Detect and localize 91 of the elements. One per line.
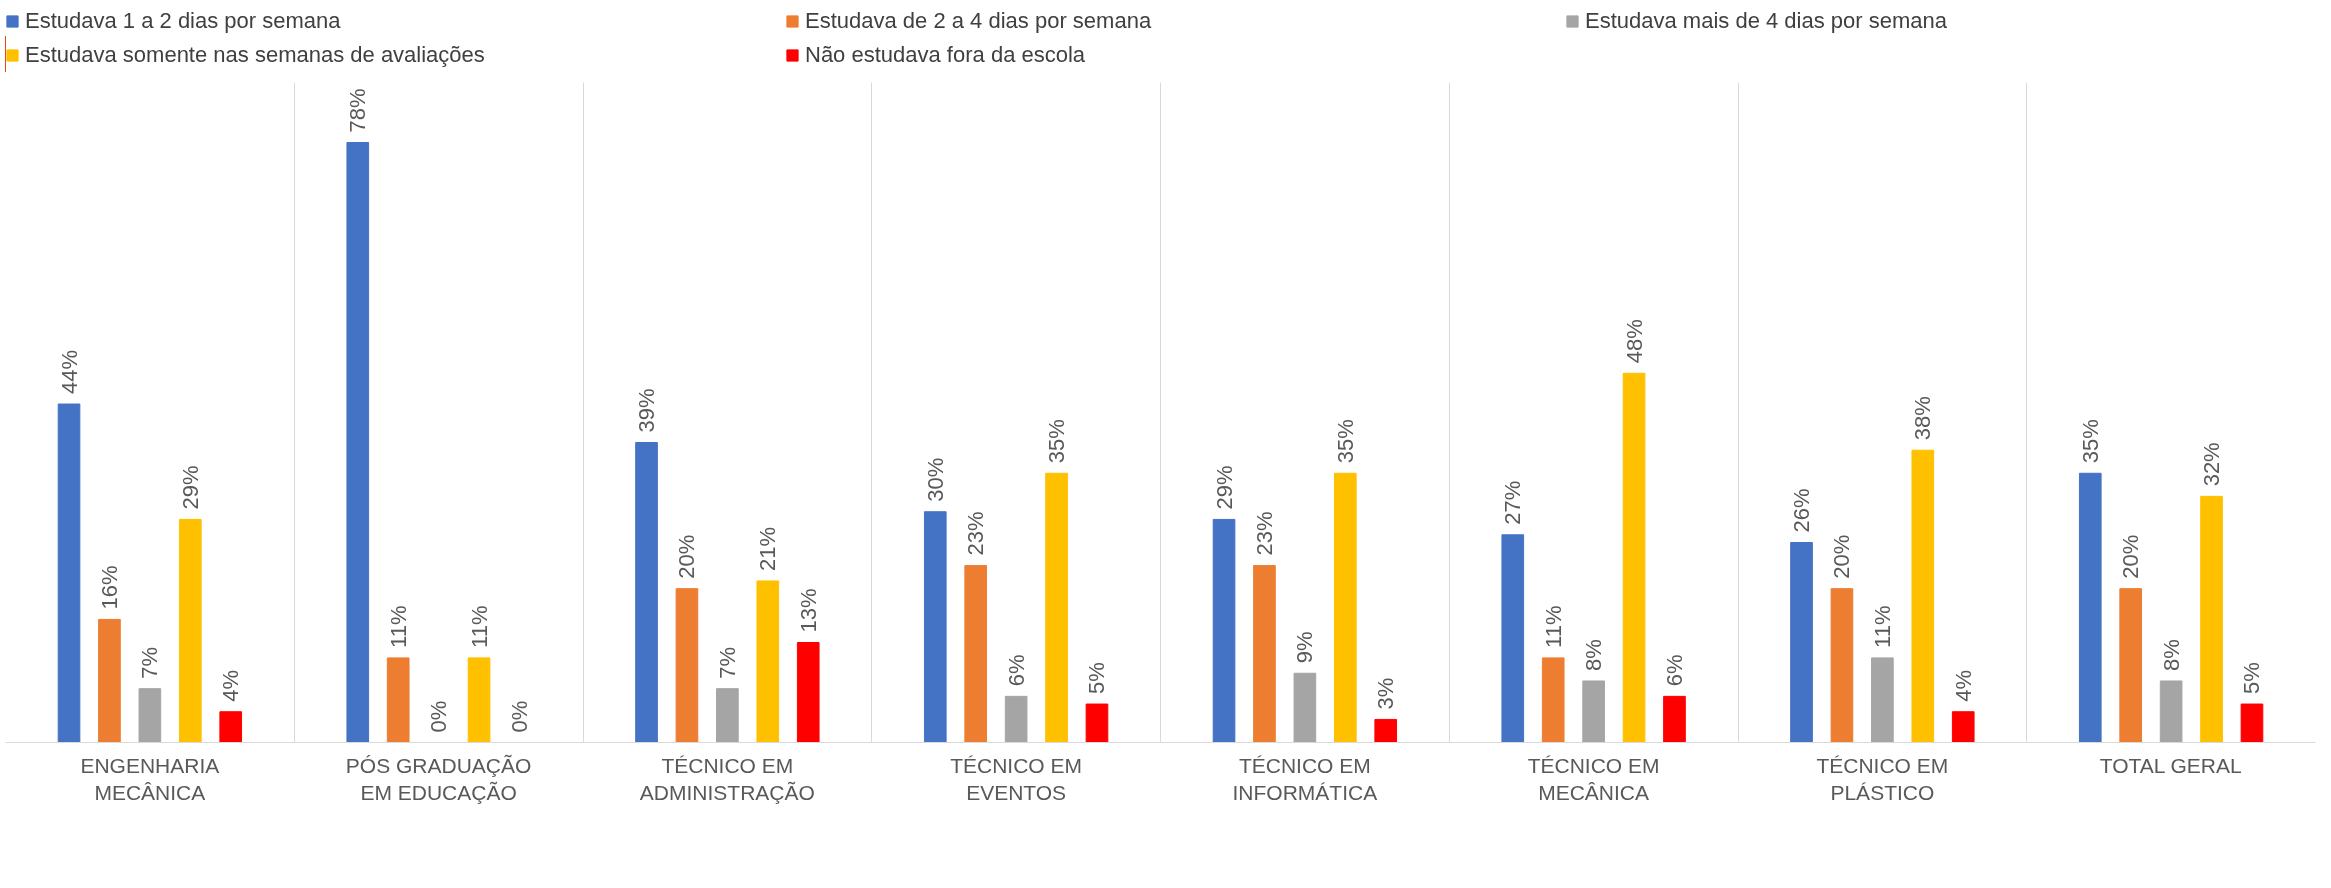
data-label: 7% bbox=[714, 646, 740, 679]
data-label: 9% bbox=[1292, 631, 1318, 664]
data-label: 3% bbox=[1373, 677, 1399, 710]
data-label: 21% bbox=[755, 526, 781, 571]
x-tick-label: TÉCNICO EM MECÂNICA bbox=[1527, 753, 1660, 805]
x-tick-label: TOTAL GERAL bbox=[2099, 753, 2242, 777]
data-label: 0% bbox=[506, 700, 532, 733]
data-label: 20% bbox=[1829, 534, 1855, 579]
bar bbox=[1871, 657, 1894, 743]
bar bbox=[1541, 657, 1565, 743]
x-tick-label: TÉCNICO EM PLÁSTICO bbox=[1816, 753, 1949, 805]
bar bbox=[178, 518, 202, 743]
data-label: 44% bbox=[56, 349, 82, 395]
bar bbox=[1582, 680, 1605, 743]
data-label: 5% bbox=[1084, 662, 1110, 695]
data-label: 11% bbox=[1869, 605, 1895, 648]
data-label: 5% bbox=[2239, 662, 2265, 695]
data-label: 11% bbox=[1540, 605, 1566, 648]
data-label: 23% bbox=[1251, 511, 1277, 556]
x-tick-label: ENGENHARIA MECÂNICA bbox=[80, 753, 220, 805]
legend-label: Estudava mais de 4 dias por semana bbox=[1585, 8, 1948, 34]
bar bbox=[386, 657, 410, 743]
data-label: 11% bbox=[466, 605, 492, 648]
bar bbox=[1004, 695, 1028, 743]
bar bbox=[346, 142, 370, 743]
data-label: 8% bbox=[1581, 639, 1607, 671]
bar bbox=[1790, 542, 1813, 743]
bar bbox=[796, 642, 820, 743]
data-label: 27% bbox=[1500, 480, 1526, 525]
bar bbox=[1622, 372, 1646, 743]
bar bbox=[98, 618, 121, 743]
bar bbox=[1663, 695, 1686, 743]
bar bbox=[1212, 518, 1236, 743]
bar bbox=[219, 711, 243, 743]
data-label: 4% bbox=[218, 669, 244, 702]
data-label: 29% bbox=[177, 465, 203, 510]
data-label: 26% bbox=[1789, 488, 1815, 533]
data-label: 11% bbox=[385, 605, 411, 648]
legend-label: Estudava somente nas semanas de avaliações bbox=[25, 42, 486, 68]
data-label: 39% bbox=[634, 388, 660, 433]
data-label: 48% bbox=[1621, 319, 1647, 364]
bar bbox=[1951, 711, 1975, 743]
x-tick-label: TÉCNICO EM EVENTOS bbox=[950, 753, 1083, 805]
data-label: 6% bbox=[1661, 654, 1687, 687]
bar bbox=[2119, 588, 2143, 743]
bar bbox=[1830, 588, 1854, 743]
bar bbox=[635, 442, 658, 743]
data-label: 7% bbox=[137, 646, 163, 679]
bar bbox=[1293, 672, 1317, 743]
x-tick-label: TÉCNICO EM INFORMÁTICA bbox=[1232, 753, 1378, 805]
bar bbox=[1501, 534, 1525, 743]
bar bbox=[1911, 449, 1935, 743]
data-label: 35% bbox=[1332, 419, 1358, 464]
bar bbox=[1045, 472, 1068, 743]
data-label: 6% bbox=[1003, 654, 1029, 687]
bar bbox=[2200, 495, 2223, 743]
bar bbox=[964, 565, 988, 743]
data-label: 29% bbox=[1211, 465, 1237, 510]
data-label: 35% bbox=[2077, 419, 2103, 464]
bar bbox=[1085, 703, 1109, 743]
legend-label: Não estudava fora da escola bbox=[805, 42, 1087, 68]
legend-label: Estudava de 2 a 4 dias por semana bbox=[805, 8, 1153, 34]
x-tick-label: PÓS GRADUAÇÃO EM EDUCAÇÃO bbox=[345, 753, 532, 805]
bar bbox=[716, 688, 739, 743]
bar bbox=[2240, 703, 2264, 743]
x-tick-label: TÉCNICO EM ADMINISTRAÇÃO bbox=[639, 753, 815, 805]
bar bbox=[1333, 472, 1357, 743]
bar bbox=[2078, 472, 2102, 743]
legend-label: Estudava 1 a 2 dias por semana bbox=[25, 8, 342, 34]
bar bbox=[57, 403, 81, 743]
bar bbox=[923, 511, 947, 743]
bar bbox=[2159, 680, 2183, 743]
data-label: 32% bbox=[2199, 442, 2225, 487]
data-label: 0% bbox=[426, 700, 452, 733]
data-label: 20% bbox=[674, 534, 700, 579]
bar bbox=[1374, 718, 1398, 743]
data-label: 13% bbox=[795, 588, 821, 633]
data-label: 16% bbox=[96, 565, 122, 610]
data-label: 78% bbox=[345, 88, 371, 133]
data-label: 23% bbox=[963, 511, 989, 556]
data-label: 20% bbox=[2118, 534, 2144, 579]
data-label: 30% bbox=[922, 457, 948, 502]
data-label: 4% bbox=[1950, 669, 1976, 702]
bar bbox=[675, 588, 699, 743]
bar bbox=[1253, 565, 1276, 743]
data-label: 8% bbox=[2158, 639, 2184, 671]
bar bbox=[467, 657, 491, 743]
bar bbox=[756, 580, 780, 743]
bar bbox=[138, 688, 162, 743]
data-label: 38% bbox=[1910, 396, 1936, 441]
data-label: 35% bbox=[1044, 419, 1070, 464]
